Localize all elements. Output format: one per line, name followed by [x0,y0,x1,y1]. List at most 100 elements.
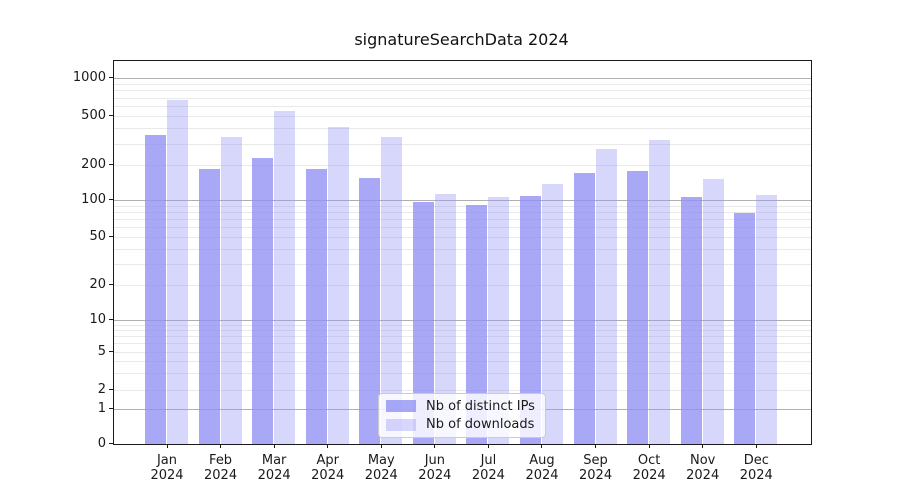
gridline-30 [114,263,811,265]
gridline-2 [114,389,811,391]
x-tick-label-apr: Apr 2024 [301,453,355,483]
x-tick-month: Apr [316,453,339,468]
x-tick-label-jul: Jul 2024 [461,453,515,483]
y-tick-label-200: 200 [81,157,106,173]
bar-mar-downloads [274,111,296,444]
x-tick-mark-mar [273,444,275,448]
bar-aug-ips [519,196,541,444]
y-tick-label-0: 0 [97,435,106,451]
bar-jun-ips [412,201,434,444]
x-tick-year: 2024 [632,468,666,483]
gridline-400 [114,128,811,130]
legend-item-downloads: Nb of downloads [386,417,538,432]
legend: Nb of distinct IPs Nb of downloads [378,393,546,438]
gridline-10 [114,319,811,321]
gridline-3 [114,372,811,374]
x-tick-mark-oct [648,444,650,448]
y-tick-mark-500 [109,115,113,117]
bar-feb-downloads [220,136,242,444]
gridline-800 [114,90,811,92]
x-tick-mark-jul [487,444,489,448]
x-tick-month: Dec [743,453,769,468]
x-tick-label-aug: Aug 2024 [515,453,569,483]
x-tick-mark-feb [220,444,222,448]
y-tick-label-10: 10 [89,311,106,327]
x-tick-mark-sep [595,444,597,448]
y-tick-mark-20 [109,283,113,285]
bar-nov-ips [680,196,702,444]
y-tick-mark-1000 [109,77,113,79]
x-tick-label-sep: Sep 2024 [569,453,623,483]
x-tick-month: Jun [424,453,445,468]
legend-item-label: Nb of distinct IPs [426,398,535,414]
x-tick-year: 2024 [525,468,559,483]
gridline-20 [114,284,811,286]
x-tick-label-may: May 2024 [354,453,408,483]
legend-item-label: Nb of downloads [426,417,535,433]
x-tick-label-mar: Mar 2024 [247,453,301,483]
x-tick-month: May [367,453,395,468]
x-tick-year: 2024 [579,468,613,483]
legend-swatch-downloads [386,418,416,431]
gridline-50 [114,237,811,239]
gridline-60 [114,227,811,229]
gridline-70 [114,219,811,221]
bar-dec-ips [734,212,756,444]
x-tick-year: 2024 [311,468,345,483]
bar-jul-downloads [488,197,510,444]
bar-sep-downloads [595,149,617,444]
gridline-5 [114,351,811,353]
gridline-4 [114,360,811,362]
bar-may-ips [359,178,381,444]
x-tick-year: 2024 [686,468,720,483]
x-tick-year: 2024 [364,468,398,483]
x-tick-year: 2024 [150,468,184,483]
x-tick-mark-aug [541,444,543,448]
x-tick-month: Jan [156,453,178,468]
y-tick-mark-50 [109,236,113,238]
x-tick-label-jan: Jan 2024 [140,453,194,483]
y-tick-label-1: 1 [97,401,106,417]
y-tick-mark-0 [109,442,113,444]
x-tick-month: Oct [637,453,661,468]
bar-apr-downloads [327,127,349,444]
gridline-80 [114,212,811,214]
y-tick-label-5: 5 [97,343,106,359]
x-tick-month: Nov [690,453,716,468]
bar-may-downloads [381,137,403,444]
y-tick-label-50: 50 [89,229,106,245]
bar-oct-downloads [649,140,671,444]
x-tick-label-jun: Jun 2024 [408,453,462,483]
y-tick-label-20: 20 [89,276,106,292]
gridline-200 [114,165,811,167]
x-tick-year: 2024 [739,468,773,483]
x-tick-label-feb: Feb 2024 [194,453,248,483]
bar-jul-ips [466,205,488,444]
gridline-40 [114,248,811,250]
x-tick-mark-jan [166,444,168,448]
x-tick-label-oct: Oct 2024 [622,453,676,483]
x-tick-year: 2024 [471,468,505,483]
bar-feb-ips [198,168,220,444]
x-tick-month: Aug [529,453,555,468]
y-tick-label-2: 2 [97,381,106,397]
gridline-100 [114,200,811,202]
x-tick-month: Mar [261,453,287,468]
y-tick-label-1000: 1000 [72,70,106,86]
gridline-1000 [114,78,811,80]
legend-item-distinct-ips: Nb of distinct IPs [386,399,538,414]
x-tick-month: Feb [209,453,233,468]
gridline-600 [114,106,811,108]
gridline-90 [114,205,811,207]
bar-nov-downloads [702,178,724,444]
y-tick-mark-10 [109,318,113,320]
x-tick-year: 2024 [418,468,452,483]
grid-layer [114,61,811,444]
bar-aug-downloads [541,183,563,444]
x-tick-mark-nov [702,444,704,448]
x-tick-mark-apr [327,444,329,448]
x-tick-mark-dec [755,444,757,448]
bar-jan-downloads [167,99,188,444]
gridline-6 [114,343,811,345]
x-tick-month: Jul [480,453,497,468]
